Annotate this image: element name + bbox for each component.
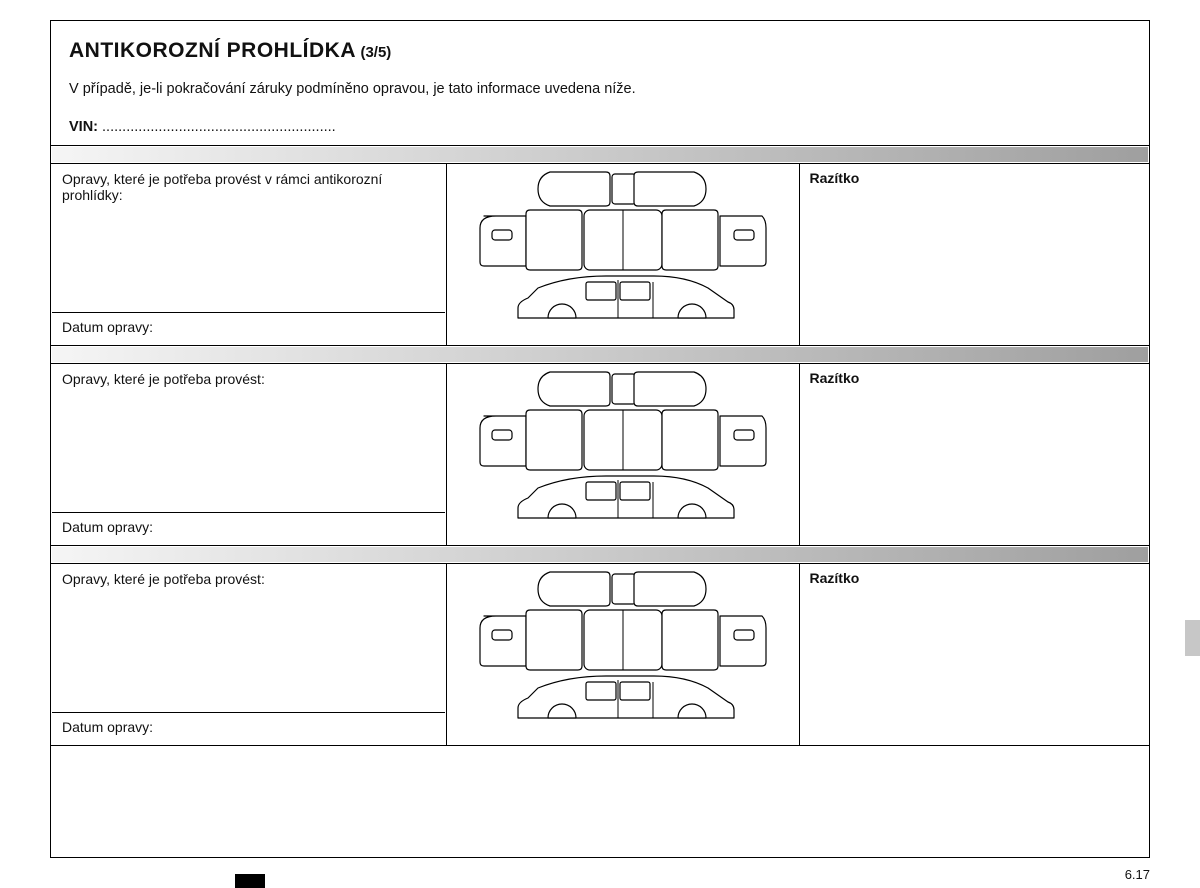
vin-label: VIN: xyxy=(69,119,98,135)
side-thumb-tab xyxy=(1185,620,1200,656)
inspection-table: Opravy, které je potřeba provést v rámci… xyxy=(51,145,1149,748)
diagram-cell xyxy=(446,364,799,546)
repairs-label: Opravy, které je potřeba provést: xyxy=(52,565,445,713)
page-number: 6.17 xyxy=(1125,867,1150,882)
stamp-label: Razítko xyxy=(799,164,1149,346)
left-cell: Opravy, které je potřeba provést: Datum … xyxy=(51,364,446,546)
diagram-cell xyxy=(446,164,799,346)
car-diagram-icon xyxy=(478,568,768,738)
gradient-separator xyxy=(51,146,1149,164)
gradient-inner xyxy=(52,147,1148,162)
title-row: ANTIKOROZNÍ PROHLÍDKA (3/5) xyxy=(51,39,1149,73)
car-diagram-icon xyxy=(478,168,768,338)
description-text: V případě, je-li pokračování záruky podm… xyxy=(51,73,1149,119)
left-cell: Opravy, které je potřeba provést v rámci… xyxy=(51,164,446,346)
page-frame: ANTIKOROZNÍ PROHLÍDKA (3/5) V případě, j… xyxy=(50,20,1150,858)
car-diagram-icon xyxy=(478,368,768,538)
gradient-separator xyxy=(51,546,1149,564)
page-title-main: ANTIKOROZNÍ PROHLÍDKA xyxy=(69,39,356,62)
gradient-inner xyxy=(52,347,1148,362)
gradient-inner xyxy=(52,547,1148,562)
gradient-separator xyxy=(51,346,1149,364)
date-label: Datum opravy: xyxy=(52,513,445,541)
vin-dots: ........................................… xyxy=(98,119,336,135)
bottom-thumb-tab xyxy=(235,874,265,888)
repairs-label: Opravy, které je potřeba provést v rámci… xyxy=(52,165,445,313)
table-bottom-border xyxy=(51,746,1149,749)
stamp-label: Razítko xyxy=(799,364,1149,546)
page-title-sub: (3/5) xyxy=(360,44,391,61)
left-cell: Opravy, které je potřeba provést: Datum … xyxy=(51,564,446,746)
diagram-cell xyxy=(446,564,799,746)
date-label: Datum opravy: xyxy=(52,313,445,341)
stamp-label: Razítko xyxy=(799,564,1149,746)
repairs-label: Opravy, které je potřeba provést: xyxy=(52,365,445,513)
vin-row: VIN: ...................................… xyxy=(51,119,1149,145)
date-label: Datum opravy: xyxy=(52,713,445,741)
